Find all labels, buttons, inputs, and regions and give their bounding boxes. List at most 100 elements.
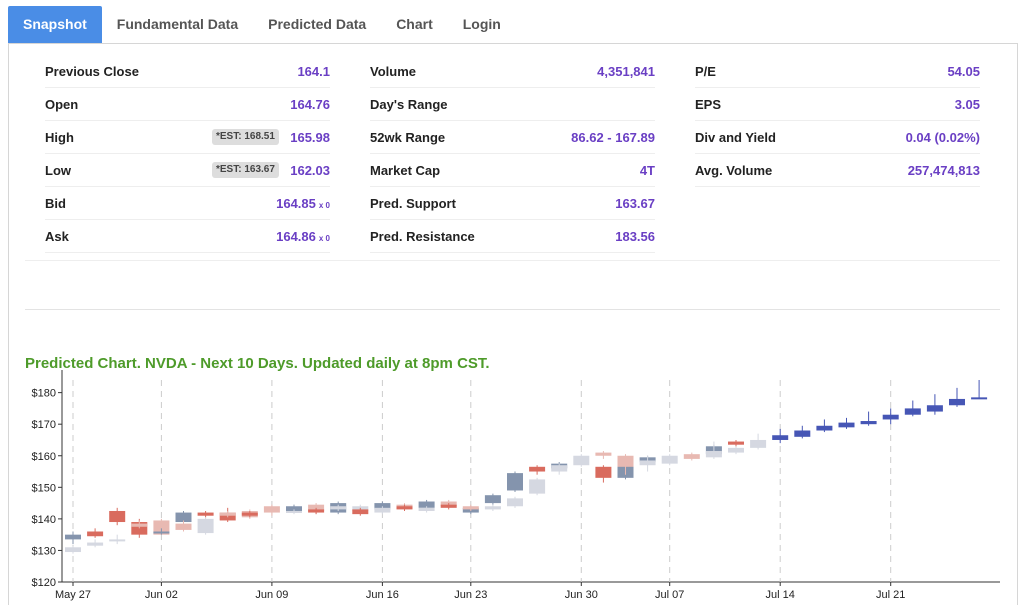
candle-body (87, 542, 104, 546)
stat-row-days-range: Day's Range (370, 88, 655, 121)
stat-row-previous-close: Previous Close 164.1 (45, 55, 330, 88)
tab-chart[interactable]: Chart (396, 16, 433, 32)
stat-value: 257,474,813 (907, 163, 980, 178)
candle-body (352, 509, 369, 515)
stat-row-avg-volume: Avg. Volume 257,474,813 (695, 154, 980, 187)
stat-value-size: x 0 (318, 234, 330, 243)
candle-body (507, 473, 523, 491)
tab-snapshot[interactable]: Snapshot (8, 6, 102, 43)
candle-body (308, 509, 325, 513)
x-tick-label: Jun 09 (255, 589, 288, 601)
stat-value: 54.05 (947, 64, 980, 79)
candle-body (573, 455, 590, 466)
x-tick-label: Jul 07 (655, 589, 684, 601)
y-tick-label: $150 (32, 482, 56, 494)
candle-body (175, 512, 192, 523)
y-tick-label: $180 (32, 388, 56, 400)
candle-body (87, 531, 104, 537)
est-badge: *EST: 168.51 (212, 129, 279, 145)
candle-body (65, 534, 81, 540)
stat-label: Pred. Resistance (370, 229, 475, 244)
tab-fundamental-data[interactable]: Fundamental Data (116, 16, 239, 32)
y-tick-label: $120 (32, 577, 56, 589)
candle-body (286, 506, 302, 511)
x-tick-label: Jul 14 (766, 589, 795, 601)
stat-label: Low (45, 163, 71, 178)
stat-value: 163.67 (615, 196, 655, 211)
candle-body (794, 430, 811, 437)
stat-label: Open (45, 97, 79, 112)
candle-body (595, 466, 612, 478)
candle-body (175, 523, 192, 530)
candle-body (838, 422, 855, 428)
stat-row-pred-support: Pred. Support 163.67 (370, 187, 655, 220)
stat-row-volume: Volume 4,351,841 (370, 55, 655, 88)
stat-value: 164.1 (297, 64, 330, 79)
stat-value: 164.86 x 0 (276, 229, 330, 244)
x-tick-label: Jun 23 (454, 589, 487, 601)
stat-value-number: 164.85 (276, 196, 316, 211)
candle-body (241, 512, 258, 516)
candle-body (330, 506, 347, 510)
stat-label: High (45, 130, 74, 145)
candle-body (816, 425, 833, 431)
tab-bar: Snapshot Fundamental Data Predicted Data… (8, 6, 516, 43)
y-tick-label: $160 (32, 451, 56, 463)
predicted-candlestick-chart: $120 $130 $140 $150 $160 $170 $180 May 27 Jun 02… (32, 370, 1000, 601)
stat-label: Ask (45, 229, 69, 244)
candle-body (750, 439, 767, 448)
stat-row-ask: Ask 164.86 x 0 (45, 220, 330, 253)
candle-body (219, 512, 236, 516)
stat-row-pe: P/E 54.05 (695, 55, 980, 88)
stat-label: 52wk Range (370, 130, 446, 145)
stat-value-number: 164.86 (276, 229, 316, 244)
candle-body (153, 531, 170, 534)
section-divider (25, 309, 1000, 310)
candle-body (418, 501, 435, 508)
candle-body (639, 460, 656, 466)
stat-label: Pred. Support (370, 196, 456, 211)
candle-body (263, 506, 280, 513)
x-tick-label: Jun 30 (565, 589, 598, 601)
candle-body (286, 510, 302, 513)
stat-row-market-cap: Market Cap 4T (370, 154, 655, 187)
candle-body (926, 405, 943, 412)
candle-body (529, 466, 546, 472)
tab-login[interactable]: Login (462, 16, 501, 32)
stat-row-bid: Bid 164.85 x 0 (45, 187, 330, 220)
stat-row-52wk-range: 52wk Range 86.62 - 167.89 (370, 121, 655, 154)
candle-body (595, 452, 612, 456)
stat-label: Div and Yield (695, 130, 776, 145)
stat-row-pred-resistance: Pred. Resistance 183.56 (370, 220, 655, 253)
stat-value: 86.62 - 167.89 (571, 130, 655, 145)
candle-body (153, 520, 170, 535)
x-tick-label: May 27 (55, 589, 91, 601)
stat-value: 183.56 (615, 229, 655, 244)
stat-row-low: Low *EST: 163.67 162.03 (45, 154, 330, 187)
candle-body (882, 414, 899, 420)
stat-label: Bid (45, 196, 66, 211)
stat-value: 165.98 (290, 130, 330, 145)
candle-body (109, 539, 126, 542)
stat-row-high: High *EST: 168.51 165.98 (45, 121, 330, 154)
stat-label: Volume (370, 64, 416, 79)
candle-body (860, 421, 877, 425)
candle-body (728, 447, 744, 453)
tab-predicted-data[interactable]: Predicted Data (268, 16, 367, 32)
candle-body (197, 518, 214, 534)
candle-body (705, 451, 722, 458)
stat-row-eps: EPS 3.05 (695, 88, 980, 121)
candle-body (197, 512, 214, 516)
candle-body (551, 465, 568, 472)
candle-body (949, 398, 965, 406)
candle-body (617, 455, 634, 467)
x-tick-label: Jun 02 (145, 589, 178, 601)
x-tick-label: Jul 21 (876, 589, 905, 601)
stat-value: 162.03 (290, 163, 330, 178)
candle-body (683, 454, 700, 459)
candle-body (772, 435, 789, 440)
stat-label: P/E (695, 64, 716, 79)
candle-body (484, 506, 501, 510)
est-badge: *EST: 163.67 (212, 162, 279, 178)
candle-body (440, 504, 457, 508)
